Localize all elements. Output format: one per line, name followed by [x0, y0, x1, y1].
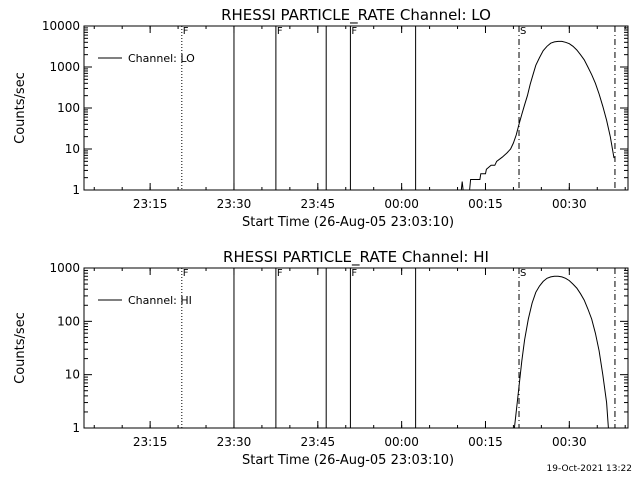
panel1-y-tick-label: 10 — [65, 142, 80, 156]
panel1-marker-label: F — [183, 26, 189, 37]
panel1-xlabel: Start Time (26-Aug-05 23:03:10) — [242, 215, 454, 230]
panel2-axes-box — [83, 267, 629, 429]
panel1-x-tick-label: 00:00 — [384, 197, 419, 211]
panel1-marker-label: S — [520, 26, 526, 37]
panel1-x-tick-label: 23:15 — [133, 197, 168, 211]
panel1-y-tick-label: 100 — [57, 101, 80, 115]
panel2-x-tick-label: 00:15 — [468, 435, 503, 449]
panel1-x-tick-label: 23:45 — [301, 197, 336, 211]
panel2-ylabel: Counts/sec — [13, 312, 28, 384]
panel2-x-tick-label: 23:45 — [301, 435, 336, 449]
panel1-series-line — [469, 40, 615, 191]
panel2-title: RHESSI PARTICLE_RATE Channel: HI — [223, 248, 489, 267]
panel2-legend-label: Channel: HI — [128, 294, 192, 307]
footer-timestamp: 19-Oct-2021 13:22 — [546, 464, 632, 474]
panel1-y-tick-label: 1000 — [49, 60, 80, 74]
panel2-series-line — [513, 275, 609, 429]
panel1-marker-label: F — [351, 26, 357, 37]
panel1-x-tick-label: 00:15 — [468, 197, 503, 211]
panel2-marker-label: F — [183, 268, 189, 279]
panel1-ylabel: Counts/sec — [13, 72, 28, 144]
panel1-x-tick-label: 00:30 — [552, 197, 587, 211]
panel1-y-tick-label: 1 — [72, 183, 80, 197]
panel1-axes-box — [83, 25, 629, 191]
panel1-marker-label: F — [277, 26, 283, 37]
panel1-title: RHESSI PARTICLE_RATE Channel: LO — [221, 6, 491, 25]
panel1-legend-label: Channel: LO — [128, 52, 195, 65]
panel2-y-tick-label: 100 — [57, 314, 80, 328]
panel2-xlabel: Start Time (26-Aug-05 23:03:10) — [242, 453, 454, 468]
panel2-y-tick-label: 1 — [72, 421, 80, 435]
panel2-marker-label: F — [277, 268, 283, 279]
panel2-marker-label: S — [520, 268, 526, 279]
panel2-x-tick-label: 00:30 — [552, 435, 587, 449]
panel2-y-tick-label: 1000 — [49, 261, 80, 275]
panel2-x-tick-label: 23:15 — [133, 435, 168, 449]
panel2-x-tick-label: 00:00 — [384, 435, 419, 449]
panel1-series-line — [460, 181, 464, 191]
panel2-y-tick-label: 10 — [65, 368, 80, 382]
panel1-x-tick-label: 23:30 — [217, 197, 252, 211]
panel2-x-tick-label: 23:30 — [217, 435, 252, 449]
panel1-y-tick-label: 10000 — [42, 19, 80, 33]
panel2-marker-label: F — [351, 268, 357, 279]
